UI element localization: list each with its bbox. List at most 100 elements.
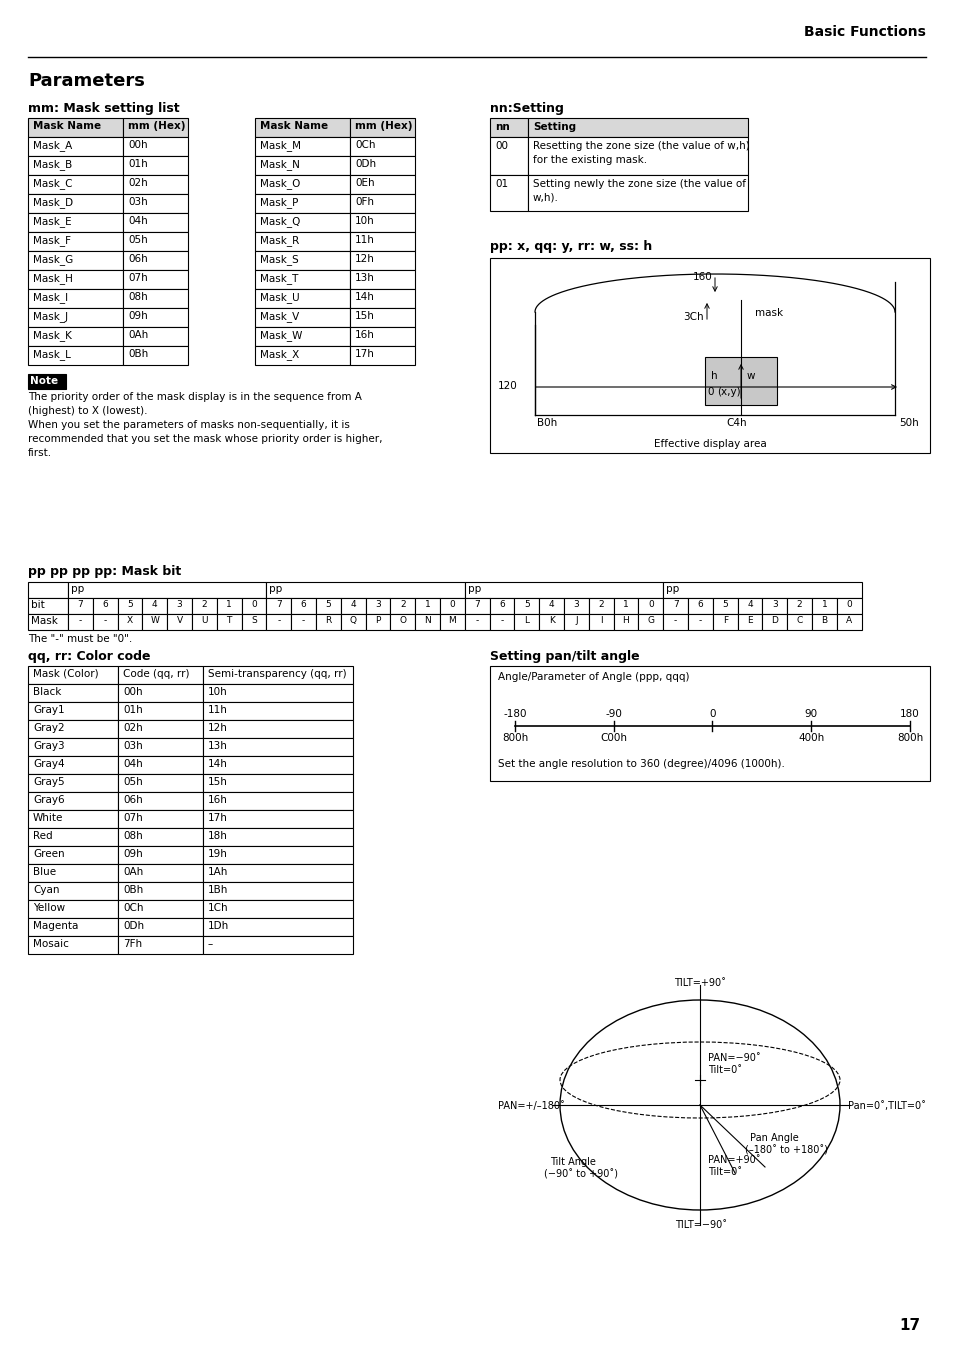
Bar	[662, 613, 687, 630]
Text: -: -	[79, 616, 82, 626]
Text: 1Ah: 1Ah	[208, 867, 228, 877]
Text: R: R	[325, 616, 332, 626]
Bar	[167, 598, 192, 613]
Text: pp: pp	[71, 584, 84, 594]
Text: 0Ah: 0Ah	[128, 330, 148, 340]
Bar	[123, 213, 188, 232]
Text: 7: 7	[77, 600, 83, 609]
Bar	[117, 613, 142, 630]
Text: pp: pp	[665, 584, 679, 594]
Text: -: -	[104, 616, 107, 626]
Bar	[118, 846, 203, 865]
Text: PAN=+/–180˚: PAN=+/–180˚	[497, 1101, 564, 1111]
Text: 3: 3	[375, 600, 380, 609]
Text: 10h: 10h	[355, 216, 375, 226]
Bar	[123, 195, 188, 213]
Text: pp pp pp pp: Mask bit: pp pp pp pp: Mask bit	[28, 565, 181, 578]
Text: 120: 120	[497, 381, 517, 390]
Bar	[254, 251, 350, 270]
Text: -: -	[302, 616, 305, 626]
Text: 00h: 00h	[123, 688, 143, 697]
Text: 07h: 07h	[128, 273, 148, 282]
Text: Setting newly the zone size (the value of: Setting newly the zone size (the value o…	[533, 178, 745, 189]
Text: 7: 7	[672, 600, 678, 609]
Text: (−90˚ to +90˚): (−90˚ to +90˚)	[543, 1169, 618, 1179]
Bar	[490, 118, 527, 136]
Text: I: I	[599, 616, 602, 626]
Text: 05h: 05h	[123, 777, 143, 788]
Text: 0Bh: 0Bh	[128, 349, 148, 359]
Bar	[254, 289, 350, 308]
Text: Mask_B: Mask_B	[33, 159, 72, 170]
Text: 14h: 14h	[355, 292, 375, 303]
Text: Code (qq, rr): Code (qq, rr)	[123, 669, 190, 680]
Bar	[28, 118, 123, 136]
Text: (–180˚ to +180˚): (–180˚ to +180˚)	[744, 1146, 827, 1155]
Text: K: K	[548, 616, 554, 626]
Text: (x,y): (x,y)	[717, 386, 740, 397]
Text: 15h: 15h	[208, 777, 228, 788]
Text: Setting: Setting	[533, 122, 576, 132]
Bar	[203, 900, 353, 917]
Text: Tilt=0˚: Tilt=0˚	[707, 1065, 741, 1075]
Text: 04h: 04h	[128, 216, 148, 226]
Text: Set the angle resolution to 360 (degree)/4096 (1000h).: Set the angle resolution to 360 (degree)…	[497, 759, 784, 769]
Bar	[142, 613, 167, 630]
Text: Q: Q	[350, 616, 356, 626]
Bar	[514, 598, 538, 613]
Bar	[563, 613, 588, 630]
Bar	[118, 703, 203, 720]
Bar	[203, 846, 353, 865]
Bar	[167, 613, 192, 630]
Text: 13h: 13h	[355, 273, 375, 282]
Bar	[638, 598, 662, 613]
Bar	[28, 374, 66, 389]
Text: 18h: 18h	[208, 831, 228, 842]
Bar	[563, 598, 588, 613]
Bar	[527, 136, 747, 176]
Bar	[28, 792, 118, 811]
Text: 3: 3	[573, 600, 578, 609]
Text: Mask_E: Mask_E	[33, 216, 71, 227]
Bar	[28, 684, 118, 703]
Text: Gray5: Gray5	[33, 777, 65, 788]
Text: Mask_X: Mask_X	[260, 349, 299, 359]
Bar	[123, 327, 188, 346]
Text: –: –	[208, 939, 213, 948]
Text: Mask_N: Mask_N	[260, 159, 299, 170]
Bar	[266, 598, 291, 613]
Text: 3Ch: 3Ch	[682, 312, 703, 322]
Text: 0Bh: 0Bh	[123, 885, 143, 894]
Bar	[638, 613, 662, 630]
Bar	[203, 811, 353, 828]
Text: Gray3: Gray3	[33, 740, 65, 751]
Text: pp: x, qq: y, rr: w, ss: h: pp: x, qq: y, rr: w, ss: h	[490, 240, 652, 253]
Text: Mask_K: Mask_K	[33, 330, 71, 340]
Bar	[836, 613, 861, 630]
Bar	[350, 232, 415, 251]
Text: 7: 7	[474, 600, 479, 609]
Text: 13h: 13h	[208, 740, 228, 751]
Text: 4: 4	[548, 600, 554, 609]
Bar	[350, 155, 415, 176]
Bar	[350, 327, 415, 346]
Bar	[28, 232, 123, 251]
Text: Magenta: Magenta	[33, 921, 78, 931]
Text: 800h: 800h	[896, 734, 923, 743]
Text: E: E	[746, 616, 752, 626]
Text: Effective display area: Effective display area	[653, 439, 765, 449]
Bar	[203, 666, 353, 684]
Bar	[439, 613, 464, 630]
Text: 1: 1	[226, 600, 232, 609]
Bar	[588, 613, 613, 630]
Text: Red: Red	[33, 831, 52, 842]
Text: 09h: 09h	[123, 848, 143, 859]
Bar	[350, 118, 415, 136]
Text: Mask_U: Mask_U	[260, 292, 299, 303]
Bar	[118, 865, 203, 882]
Bar	[203, 757, 353, 774]
Text: D: D	[771, 616, 778, 626]
Bar	[203, 865, 353, 882]
Text: 03h: 03h	[128, 197, 148, 207]
Text: 7Fh: 7Fh	[123, 939, 142, 948]
